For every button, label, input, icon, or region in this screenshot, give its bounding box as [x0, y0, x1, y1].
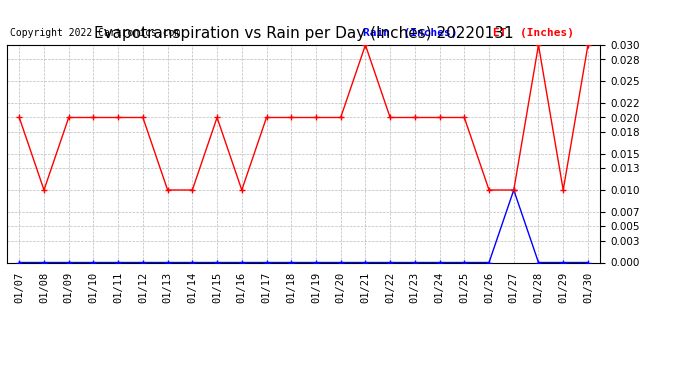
Text: Copyright 2022 Cartronics.com: Copyright 2022 Cartronics.com [10, 28, 180, 38]
Text: Rain  (Inches): Rain (Inches) [363, 28, 457, 38]
Text: ET  (Inches): ET (Inches) [493, 28, 575, 38]
Title: Evapotranspiration vs Rain per Day (Inches) 20220131: Evapotranspiration vs Rain per Day (Inch… [94, 26, 513, 41]
